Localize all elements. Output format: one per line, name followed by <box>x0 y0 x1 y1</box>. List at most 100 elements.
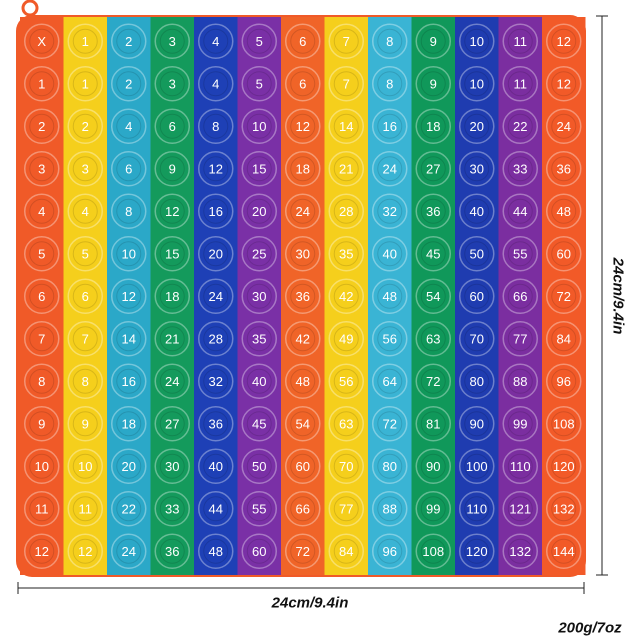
cell-number: 3 <box>169 34 176 49</box>
pop-bubble-inner <box>333 198 359 224</box>
pop-bubble-inner <box>159 113 185 139</box>
cell-number: 60 <box>296 459 310 474</box>
pop-bubble <box>328 193 364 229</box>
pop-bubble-inner <box>420 411 446 437</box>
cell-number: 5 <box>256 34 263 49</box>
pop-bubble <box>111 406 147 442</box>
cell-number: 42 <box>339 289 353 304</box>
pop-bubble <box>111 193 147 229</box>
pop-bubble-inner <box>377 156 403 182</box>
cell-number: 77 <box>339 501 353 516</box>
cell-number: 1 <box>38 76 45 91</box>
pop-bubble <box>415 448 451 484</box>
pop-bubble-inner <box>420 538 446 564</box>
pop-bubble <box>415 491 451 527</box>
cell-number: 1 <box>82 76 89 91</box>
cell-number: 84 <box>339 544 353 559</box>
pop-bubble-inner <box>72 326 98 352</box>
pop-bubble <box>24 193 60 229</box>
cell-number: 14 <box>122 331 136 346</box>
pop-bubble-inner <box>72 283 98 309</box>
pop-bubble <box>328 278 364 314</box>
pop-bubble-inner <box>246 496 272 522</box>
cell-number: 12 <box>209 161 223 176</box>
pop-bubble <box>67 193 103 229</box>
pop-bubble <box>67 108 103 144</box>
pop-bubble <box>154 278 190 314</box>
cell-number: 6 <box>125 161 132 176</box>
cell-number: 84 <box>557 331 571 346</box>
cell-number: 132 <box>553 501 575 516</box>
pop-bubble <box>67 406 103 442</box>
cell-number: 9 <box>82 416 89 431</box>
pop-bubble <box>459 363 495 399</box>
cell-number: 72 <box>383 416 397 431</box>
pop-bubble-inner <box>159 156 185 182</box>
cell-number: X <box>37 34 46 49</box>
pop-bubble-inner <box>159 326 185 352</box>
cell-number: 4 <box>212 34 219 49</box>
pop-bubble <box>459 108 495 144</box>
pop-bubble-inner <box>507 113 533 139</box>
pop-bubble-inner <box>507 156 533 182</box>
cell-number: 10 <box>470 34 484 49</box>
cell-number: 90 <box>426 459 440 474</box>
cell-number: 33 <box>513 161 527 176</box>
cell-number: 12 <box>122 289 136 304</box>
pop-bubble <box>328 108 364 144</box>
pop-bubble-inner <box>246 71 272 97</box>
pop-bubble <box>241 321 277 357</box>
pop-bubble-inner <box>116 241 142 267</box>
cell-number: 81 <box>426 416 440 431</box>
pop-bubble-inner <box>507 368 533 394</box>
pop-bubble <box>546 236 582 272</box>
pop-bubble-inner <box>246 368 272 394</box>
pop-bubble <box>328 491 364 527</box>
pop-bubble <box>328 533 364 569</box>
pop-bubble-inner <box>464 368 490 394</box>
pop-bubble <box>154 236 190 272</box>
pop-bubble-inner <box>507 538 533 564</box>
cell-number: 30 <box>470 161 484 176</box>
pop-bubble <box>372 151 408 187</box>
pop-bubble-inner <box>377 198 403 224</box>
cell-number: 6 <box>299 34 306 49</box>
cell-number: 11 <box>514 76 528 91</box>
pop-bubble <box>24 363 60 399</box>
pop-bubble-inner <box>203 156 229 182</box>
pop-bubble-inner <box>333 411 359 437</box>
pop-bubble-inner <box>246 538 272 564</box>
pop-bubble-inner <box>377 496 403 522</box>
pop-bubble <box>546 448 582 484</box>
pop-bubble <box>546 363 582 399</box>
pop-bubble <box>502 533 538 569</box>
pop-bubble-inner <box>246 453 272 479</box>
pop-bubble-inner <box>203 198 229 224</box>
pop-bubble-inner <box>464 156 490 182</box>
pop-bubble <box>546 278 582 314</box>
pop-bubble <box>285 406 321 442</box>
pop-bubble <box>241 66 277 102</box>
pop-bubble <box>502 193 538 229</box>
pop-bubble-inner <box>203 368 229 394</box>
cell-number: 10 <box>470 76 484 91</box>
pop-bubble <box>415 278 451 314</box>
cell-number: 36 <box>209 416 223 431</box>
pop-bubble-inner <box>203 113 229 139</box>
cell-number: 11 <box>79 501 93 516</box>
pop-bubble <box>154 66 190 102</box>
pop-bubble-inner <box>377 368 403 394</box>
pop-bubble-inner <box>72 198 98 224</box>
cell-number: 40 <box>209 459 223 474</box>
pop-bubble <box>459 193 495 229</box>
weight-label: 200g/7oz <box>557 620 622 637</box>
pop-bubble <box>24 23 60 59</box>
cell-number: 10 <box>122 246 136 261</box>
pop-bubble <box>198 66 234 102</box>
pop-bubble <box>67 236 103 272</box>
pop-bubble-inner <box>507 411 533 437</box>
pop-bubble-inner <box>290 538 316 564</box>
pop-bubble-inner <box>29 411 55 437</box>
pop-bubble <box>415 193 451 229</box>
pop-bubble-inner <box>420 496 446 522</box>
